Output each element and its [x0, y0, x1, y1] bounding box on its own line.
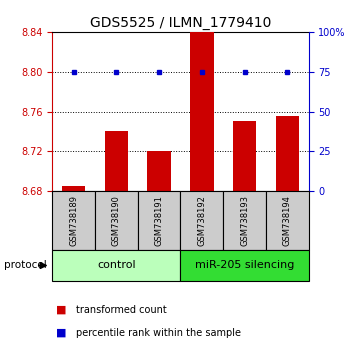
Text: transformed count: transformed count: [76, 305, 166, 315]
Bar: [275, 116, 299, 191]
Text: GSM738190: GSM738190: [112, 195, 121, 246]
Text: GSM738194: GSM738194: [283, 195, 292, 246]
Bar: [95, 191, 138, 250]
Bar: [180, 250, 309, 281]
Text: miR-205 silencing: miR-205 silencing: [195, 261, 294, 270]
Bar: [138, 191, 180, 250]
Text: GSM738191: GSM738191: [155, 195, 164, 246]
Text: control: control: [97, 261, 136, 270]
Bar: [190, 0, 214, 191]
Bar: [266, 191, 309, 250]
Text: GDS5525 / ILMN_1779410: GDS5525 / ILMN_1779410: [90, 16, 271, 30]
Text: GSM738193: GSM738193: [240, 195, 249, 246]
Bar: [52, 250, 180, 281]
Bar: [62, 186, 86, 191]
Text: ■: ■: [56, 328, 66, 338]
Text: GSM738189: GSM738189: [69, 195, 78, 246]
Text: protocol: protocol: [4, 261, 46, 270]
Bar: [233, 121, 256, 191]
Text: ■: ■: [56, 305, 66, 315]
Bar: [147, 151, 171, 191]
Bar: [180, 191, 223, 250]
Text: percentile rank within the sample: percentile rank within the sample: [76, 328, 241, 338]
Bar: [223, 191, 266, 250]
Text: GSM738192: GSM738192: [197, 195, 206, 246]
Bar: [105, 131, 128, 191]
Bar: [52, 191, 95, 250]
